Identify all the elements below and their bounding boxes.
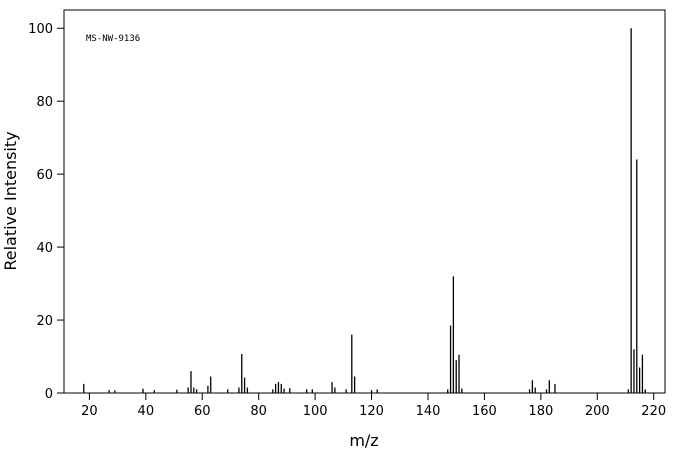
x-tick-label: 40 — [138, 404, 155, 419]
x-tick-label: 140 — [416, 404, 441, 419]
x-tick-label: 220 — [641, 404, 666, 419]
y-tick-label: 20 — [36, 314, 53, 329]
y-tick-label: 60 — [36, 168, 53, 183]
y-tick-label: 80 — [36, 95, 53, 110]
annotation: MS-NW-9136 — [86, 34, 140, 44]
x-tick-label: 160 — [472, 404, 497, 419]
y-tick-label: 100 — [28, 22, 53, 37]
x-tick-label: 20 — [81, 404, 98, 419]
x-tick-label: 100 — [303, 404, 328, 419]
plot-frame — [63, 9, 666, 394]
y-axis-label: Relative Intensity — [1, 131, 20, 270]
x-axis-label: m/z — [349, 431, 378, 450]
y-tick-label: 0 — [45, 387, 53, 402]
x-tick-label: 60 — [194, 404, 211, 419]
x-tick-label: 120 — [359, 404, 384, 419]
x-tick-label: 180 — [528, 404, 553, 419]
x-tick-label: 80 — [250, 404, 267, 419]
y-tick-label: 40 — [36, 241, 53, 256]
x-tick-label: 200 — [585, 404, 610, 419]
